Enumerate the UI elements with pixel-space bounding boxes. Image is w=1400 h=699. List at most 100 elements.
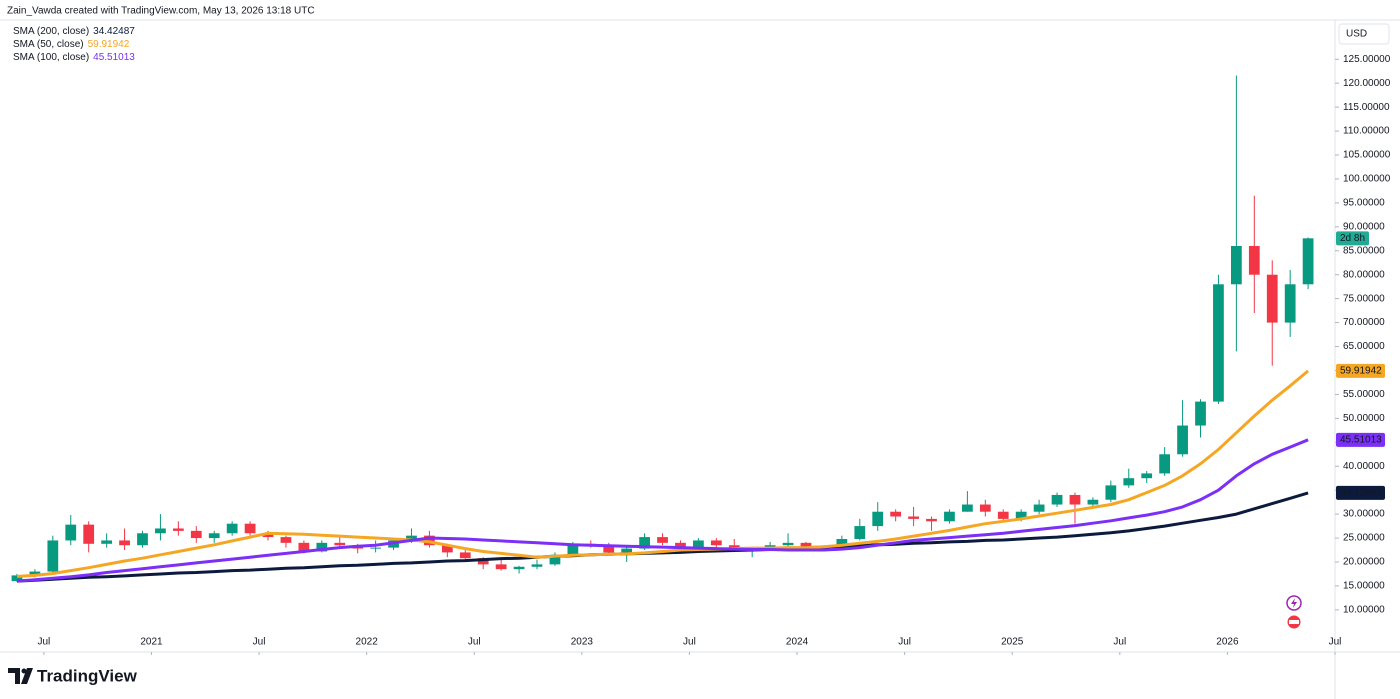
candle-body	[1230, 245, 1242, 285]
candle-body	[459, 552, 471, 559]
logo-mark-dot	[21, 668, 27, 674]
candle-body	[1051, 494, 1063, 505]
candle-body	[639, 537, 650, 549]
x-tick-label: Jul	[898, 637, 911, 648]
x-tick-label: Jul	[683, 637, 696, 648]
x-tick-label: 2022	[356, 637, 379, 648]
currency-button[interactable]	[1338, 23, 1390, 45]
candle-body	[513, 566, 525, 570]
currency[interactable]: USD	[1346, 29, 1367, 40]
candle-body	[872, 511, 884, 527]
candle-body	[657, 537, 668, 543]
candle-body	[1123, 478, 1135, 486]
candle-body	[926, 518, 937, 522]
candle-body	[890, 511, 902, 517]
y-tick-label: 100.00000	[1343, 174, 1391, 185]
legend-entry: SMA (100, close) 45.51013	[13, 52, 135, 63]
plot-area	[11, 75, 1314, 583]
legend-name: SMA (100, close)	[13, 52, 89, 63]
candle-body	[29, 571, 41, 576]
y-tick-label: 85.00000	[1343, 245, 1385, 256]
y-tick-label: 95.00000	[1343, 198, 1385, 209]
candle-body	[944, 511, 955, 522]
y-tick-label: 15.00000	[1343, 581, 1385, 592]
x-tick-label: 2025	[1001, 637, 1024, 648]
x-tick-label: Jul	[37, 637, 50, 648]
candle-body	[155, 528, 166, 534]
candle-body	[1213, 284, 1224, 402]
candle-body	[101, 540, 113, 544]
y-tick-label: 20.00000	[1343, 557, 1385, 568]
candle-body	[280, 537, 292, 543]
candle-body	[47, 540, 59, 572]
candle-body	[1284, 284, 1296, 323]
candle-body	[908, 516, 919, 519]
sma-line	[16, 438, 1309, 583]
legend: SMA (200, close) 34.42487 SMA (50, close) 5…	[13, 26, 135, 63]
candle-body	[962, 504, 973, 512]
logo: TradingView	[8, 666, 138, 685]
y-tick-label: 50.00000	[1343, 413, 1385, 424]
y-tick-label: 55.00000	[1343, 389, 1385, 400]
candle-body	[1248, 245, 1260, 275]
price-label: 45.51013	[1340, 434, 1382, 445]
candle-body	[1087, 499, 1099, 505]
candle-body	[675, 542, 686, 549]
y-tick-label: 30.00000	[1343, 509, 1385, 520]
candle-body	[65, 524, 77, 541]
legend-entry: SMA (50, close) 59.91942	[13, 39, 130, 50]
x-tick-label: Jul	[253, 637, 266, 648]
y-tick-label: 65.00000	[1343, 341, 1385, 352]
candle-body	[1159, 454, 1171, 474]
candle-body	[172, 528, 184, 531]
candle-body	[11, 575, 23, 582]
candle-body	[979, 504, 991, 512]
price-label: 34.42487	[1340, 488, 1382, 499]
candle-body	[334, 542, 346, 546]
y-tick-label: 75.00000	[1343, 293, 1385, 304]
candle-body	[406, 535, 417, 541]
candle-body	[621, 548, 633, 553]
y-tick-label: 125.00000	[1343, 54, 1391, 65]
candle-body	[244, 523, 256, 534]
candle-body	[477, 558, 489, 565]
legend-name: SMA (200, close)	[13, 26, 89, 37]
brand-name: TradingView	[37, 666, 138, 685]
candle-body	[119, 540, 130, 546]
candle-body	[298, 542, 310, 552]
candle-body	[316, 542, 328, 552]
y-tick-label: 110.00000	[1343, 126, 1390, 137]
candle-body	[567, 543, 579, 555]
legend-value: 34.42487	[93, 26, 135, 37]
candle-body	[1266, 274, 1278, 323]
legend-name: SMA (50, close)	[13, 39, 84, 50]
candle-body	[208, 533, 220, 539]
x-tick-label: 2026	[1216, 637, 1239, 648]
y-tick-label: 115.00000	[1343, 102, 1390, 113]
price-label-box	[1336, 363, 1385, 378]
candle-body	[495, 564, 507, 570]
candle-body	[800, 542, 812, 548]
y-tick-label: 25.00000	[1343, 533, 1385, 544]
x-tick-label: Jul	[1113, 637, 1126, 648]
candle-body	[531, 564, 543, 567]
candle-body	[441, 545, 453, 553]
candle-body	[1105, 485, 1117, 500]
y-tick-label: 105.00000	[1343, 150, 1391, 161]
price-label-box	[1336, 432, 1385, 447]
candle-body	[83, 524, 95, 544]
x-tick-label: 2023	[571, 637, 594, 648]
y-tick-label: 90.00000	[1343, 221, 1385, 232]
alert-icon-bolt	[1291, 598, 1297, 608]
candle-body	[1069, 494, 1081, 505]
event-icon-stripe	[1289, 620, 1299, 624]
y-tick-label: 40.00000	[1343, 461, 1385, 472]
countdown-box	[1336, 231, 1369, 246]
candle-body	[190, 530, 202, 539]
y-tick-label: 120.00000	[1343, 78, 1391, 89]
legend-entry: SMA (200, close) 34.42487	[13, 26, 135, 37]
candle-body	[1302, 238, 1314, 285]
y-tick-label: 80.00000	[1343, 269, 1385, 280]
